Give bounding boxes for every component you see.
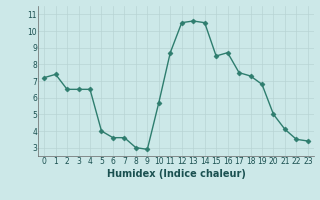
X-axis label: Humidex (Indice chaleur): Humidex (Indice chaleur) bbox=[107, 169, 245, 179]
